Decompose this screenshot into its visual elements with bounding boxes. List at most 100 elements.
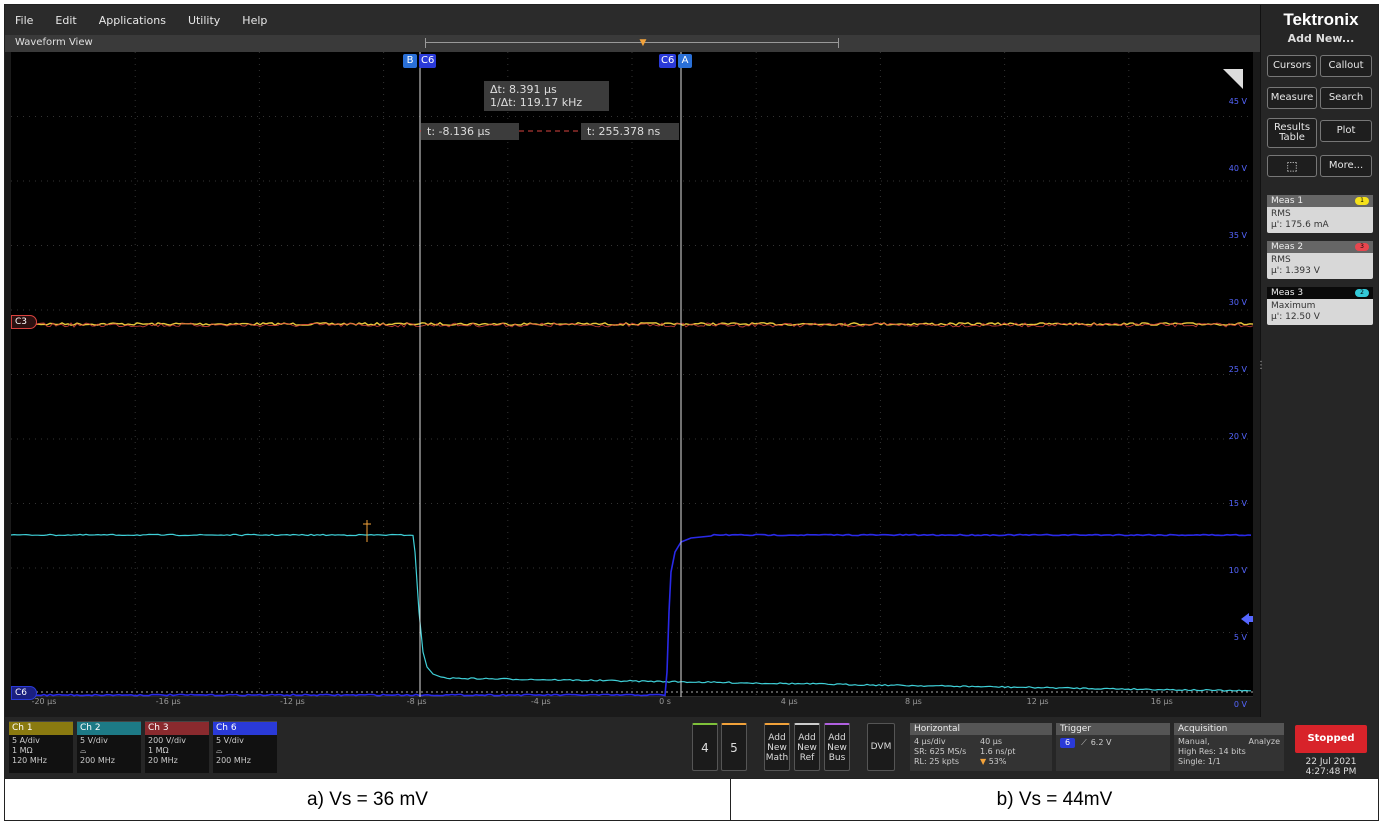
ch6-ground-marker[interactable]: C6 [11,686,37,700]
meas-2-name: Meas 2 [1271,242,1304,252]
time-tick-label: 16 µs [1150,697,1173,706]
add-math-line-1: Add [768,732,786,743]
status-date: 22 Jul 2021 [1305,757,1357,767]
callout-button[interactable]: Callout [1320,55,1372,77]
measure-button[interactable]: Measure [1267,87,1317,109]
ch1-coupling: 1 MΩ [12,746,33,755]
results-table-label-1: Results [1273,122,1311,133]
time-tick-label: -8 µs [406,697,427,706]
zoom-corner-icon [1223,69,1243,89]
dvm-button[interactable]: DVM [867,723,895,771]
ch4-button[interactable]: 4 [692,723,718,771]
voltage-label: 30 V [1228,298,1247,307]
voltage-label: 40 V [1228,164,1247,173]
add-new-bus-button[interactable]: Add New Bus [824,723,850,771]
acquisition-title: Acquisition [1174,723,1284,735]
graticule [11,52,1253,697]
delta-t-value: Δt: 8.391 µs [490,83,557,96]
menu-utility[interactable]: Utility [187,13,221,27]
trigger-badge[interactable]: Trigger 6 ⟋ 6.2 V [1056,723,1170,771]
menu-bar: File Edit Applications Utility Help [5,5,1260,35]
ch3-bandwidth: 20 MHz [148,756,178,765]
time-tick-label: -16 µs [155,697,181,706]
meas-1-badge: 1 [1355,197,1369,205]
time-tick-label: 8 µs [904,697,922,706]
add-ref-line-1: Add [798,732,816,743]
acquisition-high-res: High Res: 14 bits [1178,747,1246,756]
add-bus-line-3: Bus [828,752,846,763]
horizontal-scale: 4 µs/div [914,737,946,746]
rising-edge-icon: ⟋ [1081,738,1087,747]
plot-button[interactable]: Plot [1320,120,1372,142]
add-new-math-button[interactable]: Add New Math [764,723,790,771]
ch3-ground-marker[interactable]: C3 [11,315,37,329]
voltage-label: 20 V [1228,432,1247,441]
waveform-svg [11,52,1253,697]
voltage-label: 35 V [1228,231,1247,240]
voltage-label: 15 V [1228,499,1247,508]
ch6-scale: 5 V/div [216,736,244,745]
ch2-badge[interactable]: Ch 2 5 V/div ⌓ 200 MHz [77,721,141,773]
ch2-scale: 5 V/div [80,736,108,745]
add-math-line-3: Math [765,752,789,763]
acquisition-badge[interactable]: Acquisition Manual, Analyze High Res: 14 … [1174,723,1284,771]
ch2-trace [11,533,1252,692]
sidebar-resize-handle[interactable]: ⋮ [1256,361,1266,383]
meas-1-card[interactable]: Meas 1 1 RMS µ': 175.6 mA [1267,195,1373,233]
add-bus-line-2: New [827,742,847,753]
ch6-badge[interactable]: Ch 6 5 V/div ⌓ 200 MHz [213,721,277,773]
add-new-ref-button[interactable]: Add New Ref [794,723,820,771]
trigger-position-icon[interactable]: ▼ [639,38,647,48]
cursor-a-flag[interactable]: A [678,54,692,68]
menu-help[interactable]: Help [242,13,268,27]
ch3-coupling: 1 MΩ [148,746,169,755]
ch5-button[interactable]: 5 [721,723,747,771]
results-table-label-2: Table [1279,132,1305,143]
cursor-delta-readout: Δt: 8.391 µs 1/Δt: 119.17 kHz [484,81,609,111]
menu-applications[interactable]: Applications [98,13,166,27]
ch3-badge[interactable]: Ch 3 200 V/div 1 MΩ 20 MHz [145,721,209,773]
voltage-label: 0 V [1233,700,1247,709]
menu-file[interactable]: File [15,13,34,27]
ch2-probe-icon: ⌓ [80,746,87,755]
results-table-button[interactable]: Results Table [1267,118,1317,148]
meas-1-name: Meas 1 [1271,196,1304,206]
horizontal-badge[interactable]: Horizontal 4 µs/div SR: 625 MS/s RL: 25 kp… [910,723,1052,771]
add-ref-line-3: Ref [799,752,815,763]
voltage-label: 45 V [1228,97,1247,106]
zoom-icon[interactable]: ⬚ [1267,155,1317,177]
trigger-level-icon [1241,613,1249,625]
ch6-probe-icon: ⌓ [216,746,223,755]
cursor-a-time: t: 255.378 ns [581,123,679,140]
tektronix-logo: Tektronix [1283,10,1359,29]
meas-3-badge: 2 [1355,289,1369,297]
cursors-button[interactable]: Cursors [1267,55,1317,77]
time-tick-label: 4 µs [780,697,798,706]
menu-edit[interactable]: Edit [55,13,77,27]
acquisition-single: Single: 1/1 [1178,757,1221,766]
add-ref-line-2: New [797,742,817,753]
caption-left: a) Vs = 36 mV [307,789,428,810]
meas-3-value: µ': 12.50 V [1271,312,1320,322]
ch1-bandwidth: 120 MHz [12,756,47,765]
horizontal-sample-rate: SR: 625 MS/s [914,747,967,756]
search-button[interactable]: Search [1320,87,1372,109]
inverse-delta-t-value: 1/Δt: 119.17 kHz [490,96,583,109]
ch1-badge[interactable]: Ch 1 5 A/div 1 MΩ 120 MHz [9,721,73,773]
horizontal-position: 53% [988,757,1007,766]
waveform-plot[interactable]: B C6 C6 A Δt: 8.391 µs 1/Δt: 119.17 kHz … [11,52,1253,709]
meas-3-card[interactable]: Meas 3 2 Maximum µ': 12.50 V [1267,287,1373,325]
meas-2-card[interactable]: Meas 2 3 RMS µ': 1.393 V [1267,241,1373,279]
waveform-view-title: Waveform View [15,37,93,48]
time-tick-label: 0 s [659,697,671,706]
run-stop-status[interactable]: Stopped [1295,725,1367,753]
meas-3-name: Meas 3 [1271,288,1304,298]
settings-bar: Ch 1 5 A/div 1 MΩ 120 MHz Ch 2 5 V/div ⌓ 200… [5,717,1378,778]
record-overview-bar[interactable]: ▼ [425,38,839,48]
add-math-line-2: New [767,742,787,753]
cursor-a-source: C6 [659,54,677,68]
more-button[interactable]: More... [1320,155,1372,177]
ch2-name: Ch 2 [77,722,141,735]
ch6-trace [11,533,1252,697]
cursor-b-flag[interactable]: B [403,54,417,68]
